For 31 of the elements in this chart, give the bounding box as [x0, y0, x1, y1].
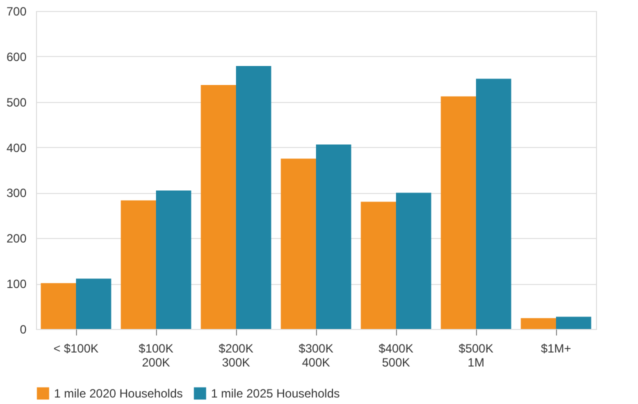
- legend-label: 1 mile 2020 Households: [54, 386, 183, 400]
- bar: [76, 278, 112, 329]
- y-tick-label: 700: [6, 4, 27, 18]
- x-tick-label: $1M+: [540, 342, 572, 356]
- bar: [40, 283, 76, 329]
- y-tick-label: 500: [6, 95, 27, 110]
- bar: [396, 192, 432, 329]
- y-tick-label: 400: [6, 140, 27, 155]
- x-tick-label: $200K 300K: [218, 342, 254, 370]
- y-tick-label: 600: [6, 50, 27, 64]
- y-tick-label: 300: [6, 186, 27, 200]
- bar: [156, 190, 192, 329]
- bar: [316, 144, 352, 329]
- bar: [520, 318, 556, 329]
- x-tick-label: $400K 500K: [378, 342, 414, 370]
- bar: [476, 78, 512, 329]
- legend-label: 1 mile 2025 Households: [211, 386, 340, 400]
- bar: [440, 96, 476, 329]
- bar: [200, 85, 236, 329]
- x-tick-label: $500K 1M: [458, 342, 494, 370]
- y-tick-label: 200: [6, 232, 27, 246]
- x-tick-label: $100K 200K: [138, 342, 174, 370]
- bar: [280, 158, 316, 329]
- x-tick-label: $300K 400K: [298, 342, 334, 370]
- bar: [236, 66, 272, 329]
- y-tick-label: 0: [20, 322, 27, 336]
- x-tick-label: < $100K: [53, 342, 99, 356]
- y-tick-label: 100: [6, 277, 27, 292]
- bar: [360, 202, 396, 329]
- bar: [556, 316, 592, 329]
- bar: [120, 200, 156, 329]
